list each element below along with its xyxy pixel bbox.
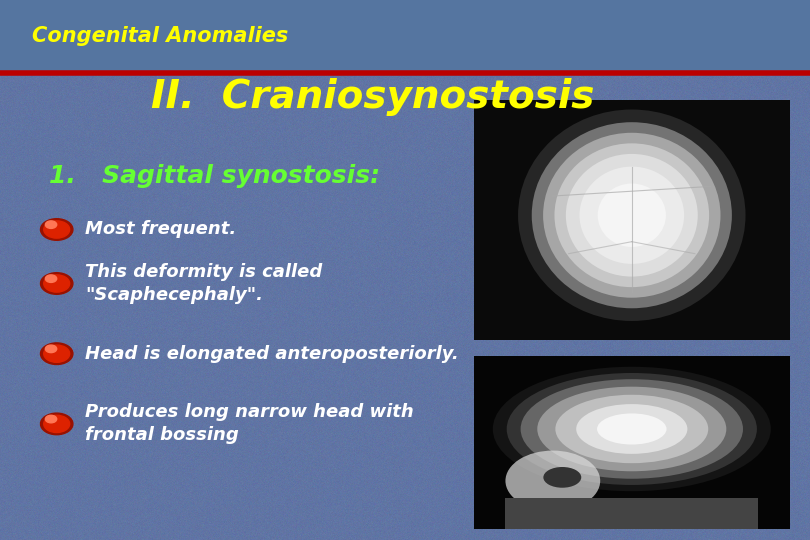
Circle shape bbox=[44, 345, 70, 362]
Text: Congenital Anomalies: Congenital Anomalies bbox=[32, 26, 288, 46]
Circle shape bbox=[44, 415, 70, 433]
Ellipse shape bbox=[543, 133, 721, 298]
Ellipse shape bbox=[537, 387, 727, 471]
Circle shape bbox=[40, 343, 73, 364]
Text: This deformity is called
"Scaphecephaly".: This deformity is called "Scaphecephaly"… bbox=[85, 263, 322, 304]
Ellipse shape bbox=[521, 379, 743, 479]
Ellipse shape bbox=[579, 167, 684, 264]
Text: II.  Craniosynostosis: II. Craniosynostosis bbox=[151, 78, 595, 116]
Circle shape bbox=[45, 221, 57, 228]
Text: 1.   Sagittal synostosis:: 1. Sagittal synostosis: bbox=[49, 164, 380, 187]
Circle shape bbox=[40, 273, 73, 294]
Ellipse shape bbox=[544, 467, 582, 488]
Circle shape bbox=[44, 275, 70, 292]
FancyBboxPatch shape bbox=[505, 498, 758, 529]
Ellipse shape bbox=[505, 450, 600, 511]
Ellipse shape bbox=[598, 184, 666, 247]
Circle shape bbox=[45, 345, 57, 353]
Ellipse shape bbox=[531, 122, 732, 308]
FancyBboxPatch shape bbox=[474, 100, 790, 340]
Text: Produces long narrow head with
frontal bossing: Produces long narrow head with frontal b… bbox=[85, 403, 414, 444]
Ellipse shape bbox=[518, 110, 745, 321]
Ellipse shape bbox=[597, 414, 667, 444]
Circle shape bbox=[40, 413, 73, 435]
Circle shape bbox=[45, 275, 57, 282]
Circle shape bbox=[40, 219, 73, 240]
Ellipse shape bbox=[555, 143, 709, 287]
Ellipse shape bbox=[566, 154, 697, 276]
Circle shape bbox=[45, 415, 57, 423]
Circle shape bbox=[44, 221, 70, 238]
Text: Most frequent.: Most frequent. bbox=[85, 220, 237, 239]
Text: Head is elongated anteroposteriorly.: Head is elongated anteroposteriorly. bbox=[85, 345, 458, 363]
Ellipse shape bbox=[556, 395, 708, 463]
Ellipse shape bbox=[507, 373, 757, 485]
Ellipse shape bbox=[492, 367, 771, 491]
FancyBboxPatch shape bbox=[0, 0, 810, 73]
Ellipse shape bbox=[576, 404, 688, 454]
FancyBboxPatch shape bbox=[474, 356, 790, 529]
